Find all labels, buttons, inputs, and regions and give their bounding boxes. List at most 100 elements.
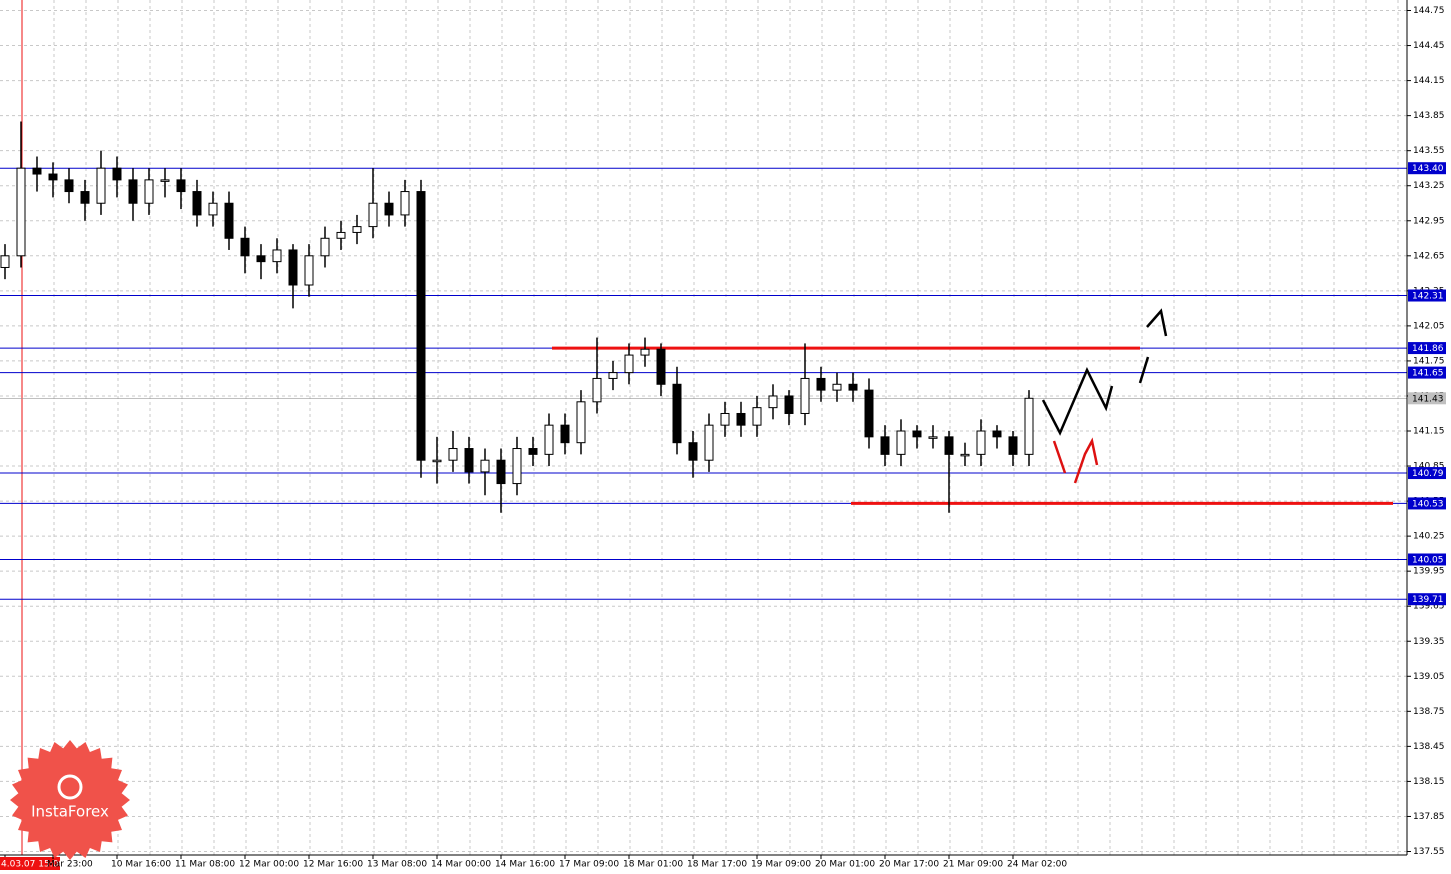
x-tick-label: 21 Mar 09:00: [943, 860, 1003, 870]
candle-body: [624, 354, 634, 374]
candle-body: [96, 167, 106, 204]
y-tick-label: 142.05: [1413, 321, 1445, 331]
candle-body: [608, 372, 618, 379]
candle-body: [832, 383, 842, 391]
candle-body: [528, 448, 538, 455]
candle-body: [368, 202, 378, 228]
level-label: 140.79: [1412, 469, 1444, 479]
level-label-bg: [1408, 289, 1446, 302]
candle-body: [192, 191, 202, 216]
candle-body: [1024, 397, 1034, 455]
y-tick-label: 144.15: [1413, 76, 1445, 86]
candle-body: [912, 430, 922, 438]
candle-body: [848, 383, 858, 391]
forecast-arrows: [1041, 308, 1168, 484]
candle-body: [416, 191, 426, 461]
y-tick-label: 141.75: [1413, 356, 1445, 366]
candle-body: [576, 401, 586, 444]
x-tick-label: 12 Mar 00:00: [239, 860, 299, 870]
candle-body: [288, 249, 298, 286]
candle-body: [976, 430, 986, 455]
candle-body: [384, 202, 394, 216]
logo-text: InstaForex: [31, 803, 109, 821]
candle-body: [208, 202, 218, 216]
candle-body: [480, 459, 490, 473]
candle-body: [896, 430, 906, 455]
x-tick-label: 4.03.07 15:00: [1, 860, 64, 870]
candle-body: [448, 448, 458, 461]
current-price-bg: [1408, 392, 1446, 405]
y-axis-labels: 144.75 144.45 144.15 143.85 143.55 143.25 142.…: [1407, 6, 1446, 857]
candle-body: [560, 424, 570, 444]
x-tick-label: 12 Mar 16:00: [303, 860, 363, 870]
candle-body: [352, 226, 362, 233]
y-tick-label: 139.65: [1413, 602, 1445, 612]
candle-body: [768, 395, 778, 409]
candle-body: [272, 249, 282, 263]
level-label-bg: [1408, 497, 1446, 510]
x-tick-label: 18 Mar 17:00: [687, 860, 747, 870]
candle-body: [304, 255, 314, 286]
candle-body: [160, 179, 170, 182]
y-tick-label: 143.55: [1413, 146, 1445, 156]
x-tick-label: 24 Mar 02:00: [1007, 860, 1067, 870]
levels: [0, 167, 1407, 600]
candle-body: [320, 237, 330, 257]
x-tick-label: 11 Mar 08:00: [175, 860, 235, 870]
candle-body: [1008, 436, 1018, 455]
candle-body: [256, 255, 266, 263]
candle-body: [144, 179, 154, 204]
forecast-dash: [1138, 356, 1150, 384]
level-label: 140.53: [1412, 499, 1444, 509]
level-label-bg: [1408, 366, 1446, 379]
y-tick-label: 141.15: [1413, 427, 1445, 437]
candle-body: [800, 377, 810, 414]
y-tick-label: 140.25: [1413, 532, 1445, 542]
x-cursor-bg: [0, 857, 60, 870]
x-tick-label: 20 Mar 17:00: [879, 860, 939, 870]
level-label: 140.05: [1412, 555, 1444, 565]
y-tick-label: 137.55: [1413, 847, 1445, 857]
candle-body: [224, 202, 234, 239]
level-label: 141.86: [1412, 344, 1444, 354]
level-label: 139.71: [1412, 595, 1444, 605]
current-price-label: 141.43: [1412, 394, 1444, 404]
candle-body: [992, 430, 1002, 438]
candle-body: [176, 179, 186, 193]
level-label-bg: [1408, 342, 1446, 355]
candle-body: [80, 191, 90, 204]
candle-body: [656, 348, 666, 385]
x-tick-label: 17 Mar 09:00: [559, 860, 619, 870]
candle-body: [48, 173, 58, 181]
y-tick-label: 139.05: [1413, 672, 1445, 682]
candle-body: [592, 377, 602, 403]
level-label: 141.65: [1412, 369, 1444, 379]
grid: [0, 0, 1407, 855]
logo-badge: [10, 740, 130, 860]
candle-body: [736, 412, 746, 426]
y-tick-label: 142.65: [1413, 251, 1445, 261]
forecast-arrow-head: [1146, 308, 1168, 337]
x-tick-label: 20 Mar 01:00: [815, 860, 875, 870]
candle-body: [960, 453, 970, 457]
candle-body: [944, 436, 954, 455]
y-tick-label: 138.45: [1413, 742, 1445, 752]
candle-body: [928, 436, 938, 439]
level-label-bg: [1408, 593, 1446, 606]
y-tick-label: 140.85: [1413, 462, 1445, 472]
y-tick-label: 144.75: [1413, 6, 1445, 16]
candle-body: [240, 237, 250, 257]
level-label: 143.40: [1412, 164, 1444, 174]
candle-body: [112, 167, 122, 181]
candle-body: [32, 167, 42, 175]
candle-body: [432, 459, 442, 463]
candle-body: [0, 255, 10, 268]
candle-body: [400, 191, 410, 216]
candle-body: [688, 442, 698, 461]
y-tick-label: 143.25: [1413, 181, 1445, 191]
candle-body: [512, 448, 522, 485]
candle-body: [128, 179, 138, 204]
candles: [0, 121, 1034, 513]
